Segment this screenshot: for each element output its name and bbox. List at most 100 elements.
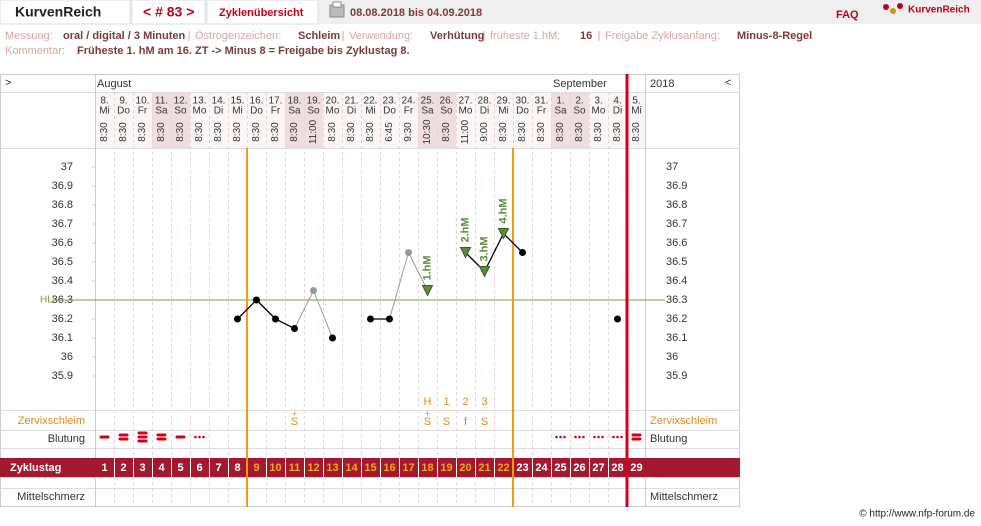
weekday-label: Mo: [326, 106, 340, 117]
bleeding-dash: [631, 437, 642, 441]
day-label: 8.: [100, 96, 108, 107]
hm-label: 1.hM: [421, 255, 433, 280]
bleeding-dash: [137, 435, 148, 439]
spotting-dot: [620, 435, 623, 439]
weekday-label: Di: [214, 106, 223, 117]
day-label: 16.: [250, 96, 264, 107]
curve-segment: [294, 290, 314, 329]
weekday-label: Mo: [592, 106, 606, 117]
header-cell: [399, 92, 418, 148]
weekday-label: Fr: [271, 106, 281, 117]
header-cell: [380, 92, 399, 148]
hm-label: 3.hM: [478, 236, 490, 261]
faq-link[interactable]: FAQ: [836, 9, 859, 21]
cycle-day: 8: [234, 462, 240, 474]
brand-tab[interactable]: [0, 0, 131, 25]
cervix-mark: S: [291, 416, 298, 428]
y-tick-label-right: 36.4: [666, 275, 687, 287]
time-label: 8:30: [517, 122, 528, 142]
y-tick-label: 36.2: [52, 313, 73, 325]
cycle-nav[interactable]: < # 83 >: [143, 4, 194, 20]
cervix-mark: f: [464, 416, 468, 428]
temperature-point: [310, 287, 317, 294]
day-label: 29.: [497, 96, 511, 107]
time-label: 8:30: [232, 122, 243, 142]
header-cell: [570, 92, 589, 148]
temperature-point: [519, 249, 526, 256]
print-icon[interactable]: [329, 1, 345, 18]
overview-link[interactable]: Zyklenübersicht: [219, 7, 304, 19]
header-cell: [247, 92, 266, 148]
time-label: 8:30: [536, 122, 547, 142]
cycle-day: 10: [269, 462, 281, 474]
header-cell: [475, 92, 494, 148]
cycle-day: 3: [139, 462, 145, 474]
nav-tab[interactable]: [131, 0, 206, 25]
cycle-day: 9: [253, 462, 259, 474]
hli-label: HLi: [40, 295, 55, 306]
curve-segment: [503, 233, 523, 253]
bleeding-dash: [156, 437, 167, 441]
weekday-label: Mo: [459, 106, 473, 117]
scroll-left[interactable]: >: [5, 77, 11, 89]
info-label: Östrogenzeichen:: [195, 30, 281, 42]
spotting-dot: [194, 435, 197, 439]
weekday-label: Fr: [404, 106, 414, 117]
hm-marker: [421, 285, 434, 297]
time-label: 8:30: [118, 122, 129, 142]
weekday-label: Di: [480, 106, 489, 117]
weekday-label: So: [573, 106, 586, 117]
curve-segment: [389, 252, 409, 320]
spotting-dot: [582, 435, 585, 439]
scroll-right[interactable]: <: [725, 77, 731, 89]
y-tick-label-right: 36.1: [666, 332, 687, 344]
cycle-day-row: [0, 458, 740, 477]
cycle-day: 13: [326, 462, 338, 474]
day-label: 3.: [594, 96, 602, 107]
weekday-label: Do: [516, 106, 529, 117]
hm-label: 4.hM: [497, 198, 509, 223]
cycle-day: 1: [101, 462, 107, 474]
weekday-label: Mo: [193, 106, 207, 117]
bleeding-dash: [99, 435, 110, 439]
header-cell: [532, 92, 551, 148]
cycle-day: 26: [573, 462, 585, 474]
bleeding-dash: [118, 433, 129, 437]
y-tick-label: 36.1: [52, 332, 73, 344]
day-label: 11.: [155, 96, 168, 107]
header-cell: [228, 92, 247, 148]
day-label: 1.: [556, 96, 564, 107]
day-label: 26.: [440, 96, 454, 107]
bleeding-dash: [118, 437, 129, 441]
header-cell: [342, 92, 361, 148]
y-tick-label-right: 36.8: [666, 199, 687, 211]
y-tick-label-right: 36.7: [666, 218, 687, 230]
spotting-dot: [555, 435, 558, 439]
curve-segment: [256, 299, 276, 320]
header-cell: [266, 92, 285, 148]
header-cell: [589, 92, 608, 148]
day-label: 13.: [193, 96, 207, 107]
header-cell: [418, 92, 437, 148]
time-label: 8:30: [251, 122, 262, 142]
curve-segment: [275, 318, 295, 330]
time-label: 8:30: [365, 122, 376, 142]
header-cell: [209, 92, 228, 148]
time-label: 8:30: [498, 122, 509, 142]
bleeding-dash: [137, 431, 148, 435]
cycle-day: 4: [158, 462, 165, 474]
time-label: 8:30: [593, 122, 604, 142]
info-value: Schleim: [298, 30, 340, 42]
weekday-label: Sa: [421, 106, 434, 117]
temperature-point: [329, 334, 336, 342]
cervix-mark: S: [443, 416, 450, 428]
temperature-point: [614, 315, 621, 323]
bleeding-dash: [631, 433, 642, 437]
bleeding-dash: [156, 433, 167, 437]
overview-tab[interactable]: [206, 0, 319, 25]
brand[interactable]: KurvenReich: [15, 4, 101, 20]
day-label: 15.: [231, 96, 245, 107]
info-label: früheste 1.hM:: [490, 30, 560, 42]
y-tick-label-right: 37: [666, 161, 678, 173]
header-cell: [361, 92, 380, 148]
